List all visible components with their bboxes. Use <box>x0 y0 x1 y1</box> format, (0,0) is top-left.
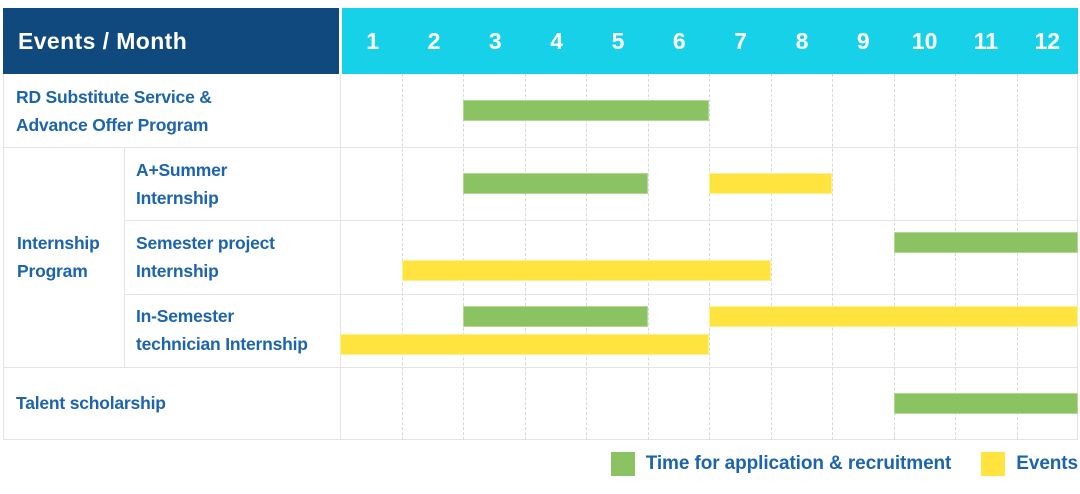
month-header-row: 1 2 3 4 5 6 7 8 9 10 11 12 <box>342 8 1078 74</box>
row-label-1: A+Summer Internship <box>124 147 340 220</box>
legend-application-label: Time for application & recruitment <box>645 453 952 474</box>
row-label-0: RD Substitute Service & Advance Offer Pro… <box>3 74 340 147</box>
gridline-month <box>955 74 956 440</box>
gridline-month <box>770 74 772 440</box>
month-header-label: 4 <box>550 27 564 54</box>
gridline-vertical <box>124 147 125 367</box>
month-header-11: 11 <box>955 8 1016 74</box>
gridline-horizontal <box>124 293 1078 295</box>
month-header-8: 8 <box>771 8 832 74</box>
gantt-bar-application <box>893 392 1078 414</box>
group-label-0-line: Internship <box>17 232 100 253</box>
gantt-bar-application <box>463 305 648 327</box>
row-label-1-line: A+Summer <box>136 159 228 180</box>
gridline-horizontal <box>124 220 1078 222</box>
month-header-label: 12 <box>1034 27 1061 54</box>
month-header-3: 3 <box>465 8 526 74</box>
row-label-0-line: Advance Offer Program <box>16 114 209 135</box>
row-label-3: In-Semester technician Internship <box>124 294 340 367</box>
gridline-month <box>832 74 833 440</box>
legend: Time for application & recruitment Event… <box>610 449 1078 479</box>
row-label-2: Semester project Internship <box>124 220 340 293</box>
gantt-bar-event <box>709 305 1078 327</box>
gantt-bar-event <box>709 173 832 195</box>
month-header-6: 6 <box>649 8 710 74</box>
month-header-label: 8 <box>795 27 809 54</box>
month-header-9: 9 <box>833 8 894 74</box>
row-label-2-line: Internship <box>136 260 219 281</box>
gridline-horizontal <box>3 439 1078 440</box>
gridline-vertical <box>1077 74 1078 440</box>
month-header-5: 5 <box>587 8 648 74</box>
month-header-label: 6 <box>672 27 686 54</box>
month-header-4: 4 <box>526 8 587 74</box>
group-label-0: Internship Program <box>3 147 124 367</box>
month-header-12: 12 <box>1017 8 1078 74</box>
row-label-0-line: RD Substitute Service & <box>16 86 212 107</box>
row-label-2-line: Semester project <box>136 232 275 253</box>
gridline-month <box>524 74 526 440</box>
month-header-1: 1 <box>342 8 403 74</box>
gantt-bar-event <box>401 260 771 282</box>
gridline-month <box>893 74 895 440</box>
gridline-vertical <box>340 74 341 440</box>
month-header-10: 10 <box>894 8 955 74</box>
month-header-label: 9 <box>856 27 870 54</box>
month-header-7: 7 <box>710 8 771 74</box>
gridline-horizontal <box>3 366 1078 368</box>
gridline-month <box>401 74 403 440</box>
month-header-label: 10 <box>911 27 938 54</box>
row-label-3-line: In-Semester <box>136 306 234 327</box>
row-label-1-line: Internship <box>136 187 219 208</box>
table-body: RD Substitute Service & Advance Offer Pro… <box>3 74 1078 440</box>
legend-events-swatch <box>981 452 1006 476</box>
gridline-vertical <box>3 74 4 440</box>
gridline-month <box>586 74 587 440</box>
gridline-month <box>463 74 464 440</box>
gantt-bar-application <box>463 100 709 121</box>
gridline-month <box>709 74 710 440</box>
legend-events-label: Events <box>1016 453 1078 474</box>
header-title: Events / Month <box>18 27 188 54</box>
month-header-label: 2 <box>427 27 441 54</box>
header-events-month-cell: Events / Month <box>3 8 339 74</box>
month-header-label: 11 <box>973 27 999 54</box>
gantt-bar-event <box>340 333 709 355</box>
row-label-4: Talent scholarship <box>3 367 340 440</box>
month-header-label: 3 <box>488 27 502 54</box>
month-header-2: 2 <box>403 8 464 74</box>
month-header-label: 5 <box>611 27 625 54</box>
month-header-label: 7 <box>734 27 748 54</box>
gridline-horizontal <box>3 147 1078 149</box>
row-label-4-line: Talent scholarship <box>16 393 166 414</box>
group-label-0-line: Program <box>17 260 88 281</box>
gridline-month <box>1016 74 1018 440</box>
legend-application-swatch <box>610 452 635 476</box>
row-label-3-line: technician Internship <box>136 334 308 355</box>
month-header-label: 1 <box>366 27 380 54</box>
gridline-month <box>647 74 649 440</box>
gantt-bar-application <box>893 232 1078 254</box>
gantt-bar-application <box>463 173 648 195</box>
